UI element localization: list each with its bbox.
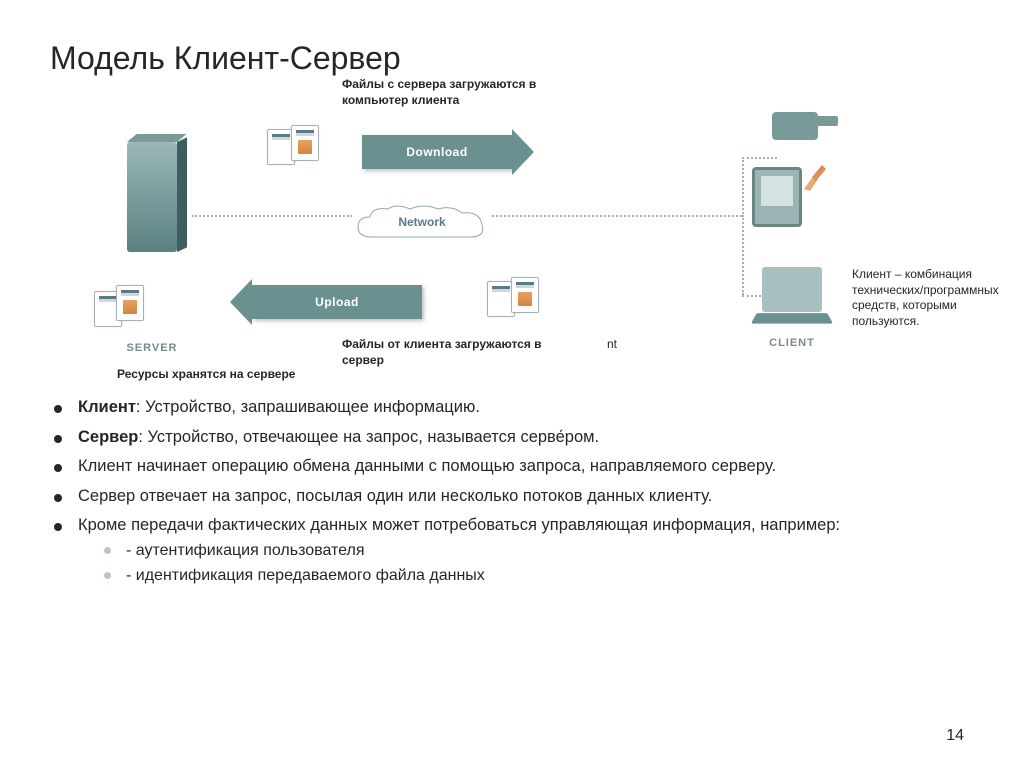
bullet-item: Кроме передачи фактических данных может … [72, 513, 974, 588]
upload-arrow-label: Upload [315, 295, 359, 309]
page-title: Модель Клиент-Сервер [50, 40, 974, 77]
bullet-item: Сервер отвечает на запрос, посылая один … [72, 484, 974, 510]
network-cloud: Network [352, 205, 492, 245]
page-number: 14 [946, 727, 964, 745]
client-annotation: Клиент – комбинация технических/программ… [852, 267, 1002, 329]
dotted-line [742, 157, 744, 217]
download-files-icon [267, 125, 327, 175]
dotted-line [742, 215, 744, 295]
upload-arrow: Upload [252, 285, 422, 319]
sub-bullet-item: - аутентификация пользователя [126, 539, 974, 564]
fragment-label: nt [607, 337, 617, 353]
bullet-list: Клиент: Устройство, запрашивающее информ… [50, 395, 974, 588]
pda-icon [752, 167, 802, 227]
server-icon [127, 142, 177, 252]
server-files-icon [94, 285, 154, 335]
dotted-line [492, 215, 742, 217]
upload-files-icon [487, 277, 547, 327]
bullet-item: Сервер: Устройство, отвечающее на запрос… [72, 425, 974, 451]
network-label: Network [352, 215, 492, 229]
dotted-line [742, 157, 777, 159]
dotted-line [192, 215, 352, 217]
client-label: CLIENT [752, 337, 832, 349]
hand-icon [800, 159, 836, 195]
download-arrow: Download [362, 135, 512, 169]
bullet-item: Клиент начинает операцию обмена данными … [72, 454, 974, 480]
download-annotation: Файлы с сервера загружаются в компьютер … [342, 77, 572, 108]
resources-annotation: Ресурсы хранятся на сервере [117, 367, 317, 383]
upload-annotation: Файлы от клиента загружаются в сервер [342, 337, 552, 368]
sub-bullet-item: - идентификация передаваемого файла данн… [126, 564, 974, 589]
server-label: SERVER [107, 342, 197, 354]
laptop-icon [762, 267, 822, 312]
bullet-item: Клиент: Устройство, запрашивающее информ… [72, 395, 974, 421]
phone-icon [772, 112, 818, 140]
download-arrow-label: Download [406, 145, 467, 159]
client-server-diagram: SERVER Файлы с сервера загружаются в ком… [52, 87, 972, 387]
